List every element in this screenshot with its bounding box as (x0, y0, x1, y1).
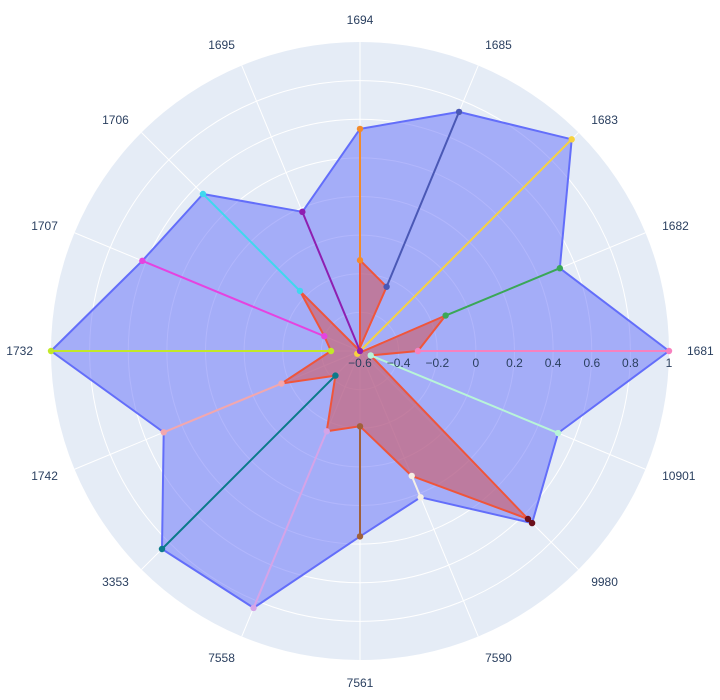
angular-label-1706: 1706 (102, 113, 129, 127)
point-1681-outer (665, 347, 673, 355)
point-1685-outer (455, 108, 463, 116)
angular-label-7561: 7561 (347, 676, 374, 690)
radial-tick-label: 0.6 (583, 356, 600, 370)
point-1732-outer (47, 347, 55, 355)
angular-labels: 1681 1682 1683 1685 1694 1695 1706 1707 1732 1742… (6, 13, 714, 690)
point-1682-outer (556, 265, 564, 272)
data-points (47, 108, 673, 612)
point-3353-inner (332, 372, 339, 379)
spoke-1683 (356, 138, 573, 355)
point-1695-inner (356, 347, 364, 355)
spoke-1695 (301, 211, 361, 352)
radial-tick-label: 0.2 (506, 356, 523, 370)
angular-label-1694: 1694 (347, 13, 374, 27)
angular-label-10901: 10901 (662, 469, 696, 483)
point-7558-outer (250, 604, 257, 612)
spoke-lines (51, 111, 669, 609)
spoke-10901 (370, 354, 559, 434)
point-1706-inner (296, 287, 304, 295)
angular-label-1707: 1707 (31, 219, 58, 233)
angular-label-9980: 9980 (591, 575, 618, 589)
angular-label-1742: 1742 (31, 469, 58, 483)
angular-label-3353: 3353 (102, 575, 129, 589)
spoke-1707 (141, 259, 325, 338)
point-7561-outer (356, 533, 364, 540)
point-10901-inner (367, 352, 374, 359)
angular-label-7558: 7558 (208, 651, 235, 665)
point-1706-outer (199, 190, 207, 198)
angular-label-7590: 7590 (485, 651, 512, 665)
point-1683-outer (568, 136, 575, 143)
angular-label-1685: 1685 (485, 38, 512, 52)
spoke-1706 (202, 193, 301, 292)
spoke-7558 (252, 430, 328, 609)
radial-tick-label: 1 (666, 356, 673, 370)
radial-tick-label: 0.4 (545, 356, 562, 370)
point-1694-outer (356, 125, 364, 133)
point-9980-outer (528, 519, 536, 527)
radial-tick-labels: −0.6 −0.4 −0.2 0 0.2 0.4 0.6 0.8 1 (348, 356, 673, 370)
point-9980-inner (524, 515, 532, 523)
point-3353-outer (158, 545, 166, 553)
angular-label-1683: 1683 (591, 113, 618, 127)
radial-tick-label: −0.4 (387, 356, 411, 370)
radial-tick-label: −0.2 (425, 356, 449, 370)
point-1742-inner (278, 380, 285, 387)
point-1694-inner (356, 257, 364, 264)
spoke-1682 (445, 267, 561, 317)
point-1685-inner (383, 283, 390, 290)
point-7558-inner (323, 428, 330, 435)
point-1707-outer (139, 257, 146, 265)
point-7590-inner (408, 472, 415, 480)
spoke-1685 (385, 111, 460, 288)
point-1707-inner (321, 333, 328, 340)
angular-label-1682: 1682 (662, 219, 689, 233)
point-1695-outer (299, 208, 306, 216)
radial-tick-label: 0 (473, 356, 480, 370)
point-1732-inner (327, 347, 335, 355)
radial-tick-label: −0.6 (348, 356, 372, 370)
spoke-7590 (410, 475, 422, 498)
point-7561-inner (356, 423, 364, 430)
point-7590-outer (417, 494, 424, 501)
radial-tick-label: 0.8 (622, 356, 639, 370)
spoke-1742 (163, 382, 282, 434)
point-1682-inner (442, 312, 449, 319)
angular-label-1681: 1681 (687, 344, 714, 358)
angular-label-1695: 1695 (208, 38, 235, 52)
point-10901-outer (554, 429, 562, 437)
angular-label-1732: 1732 (6, 344, 33, 358)
spoke-3353 (161, 374, 337, 550)
point-1742-outer (160, 429, 167, 436)
point-1681-inner (414, 347, 422, 355)
